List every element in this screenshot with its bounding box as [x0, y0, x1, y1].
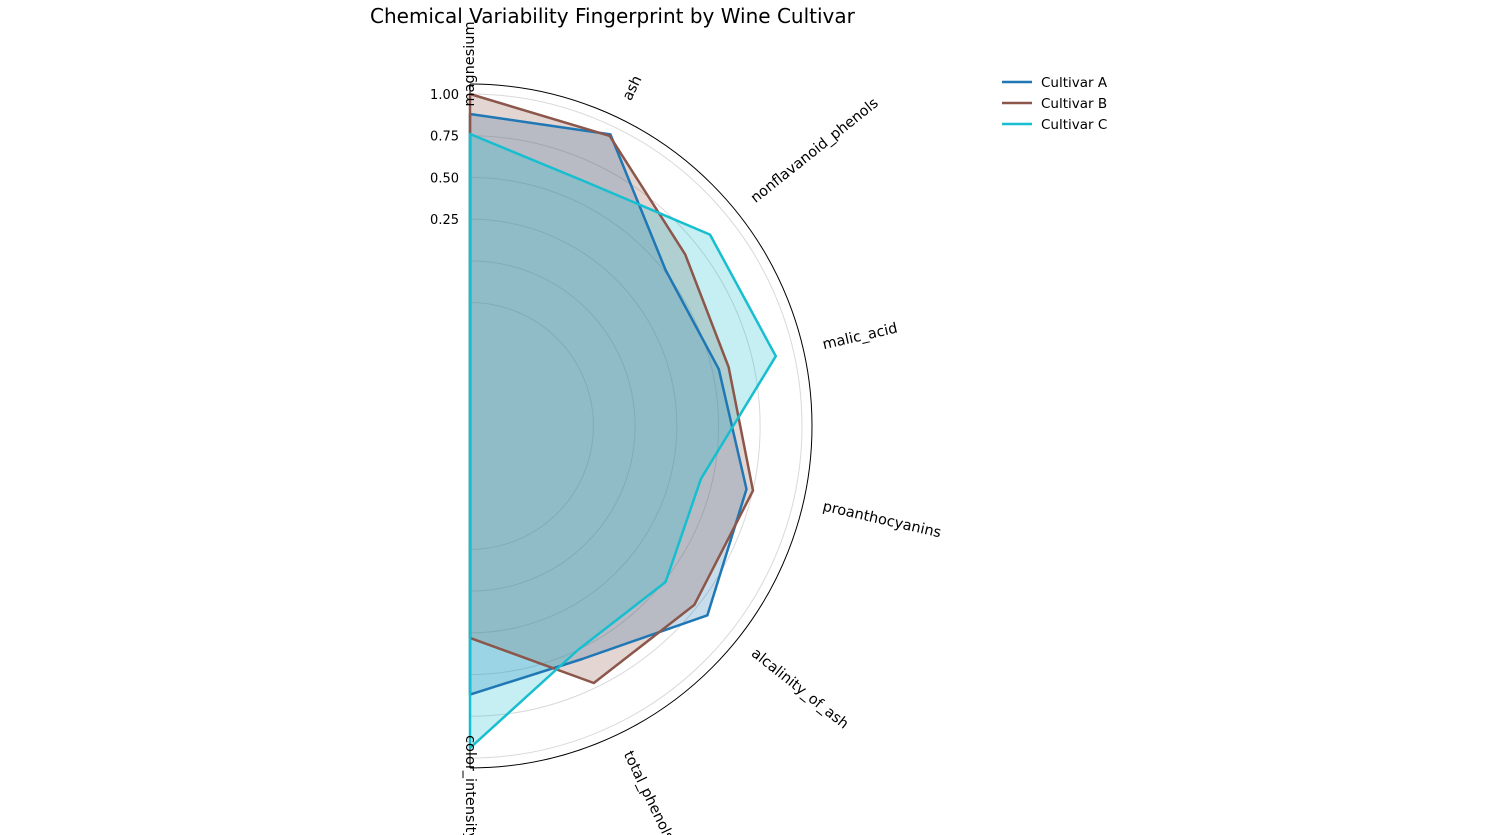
radial-gridline — [469, 93, 803, 759]
series-layer — [468, 92, 778, 750]
radial-tick-label-2: 0.50 — [430, 171, 459, 186]
legend-label-1: Cultivar A — [1041, 75, 1108, 91]
axis-label-color_intensity: color_intensity — [462, 735, 478, 835]
axis-label-alcalinity_of_ash: alcalinity_of_ash — [748, 645, 851, 732]
axis-label-magnesium: magnesium — [462, 21, 478, 106]
radial-tick-label-1: 0.25 — [430, 213, 459, 228]
axis-label-malic_acid: malic_acid — [821, 321, 899, 354]
axis-label-total_phenols: total_phenols — [620, 749, 677, 835]
legend: Cultivar A Cultivar B Cultivar C — [1002, 75, 1108, 133]
series-line-1 — [468, 112, 748, 696]
axis-label-ash: ash — [620, 73, 646, 103]
axis-label-proanthocyanins: proanthocyanins — [821, 499, 942, 542]
series-line-3 — [468, 132, 778, 750]
radial-gridline — [469, 302, 594, 550]
legend-label-2: Cultivar B — [1041, 96, 1107, 112]
chart-title: Chemical Variability Fingerprint by Wine… — [370, 4, 856, 28]
radial-gridline — [469, 218, 678, 634]
radial-gridline — [469, 176, 720, 676]
radial-tick-label-4: 1.00 — [430, 88, 459, 103]
radial-gridline — [469, 260, 636, 592]
axis-label-nonflavanoid_phenols: nonflavanoid_phenols — [748, 95, 882, 206]
radial-tick-label-3: 0.75 — [430, 130, 459, 145]
grid-layer — [469, 83, 813, 769]
series-line-2 — [468, 92, 755, 685]
polar-frame-arc — [469, 83, 813, 769]
legend-label-3: Cultivar C — [1041, 117, 1107, 133]
radial-gridline — [469, 135, 761, 717]
series-area-3 — [470, 134, 776, 748]
radial-tick-labels: 0.25 0.50 0.75 1.00 — [430, 88, 459, 228]
